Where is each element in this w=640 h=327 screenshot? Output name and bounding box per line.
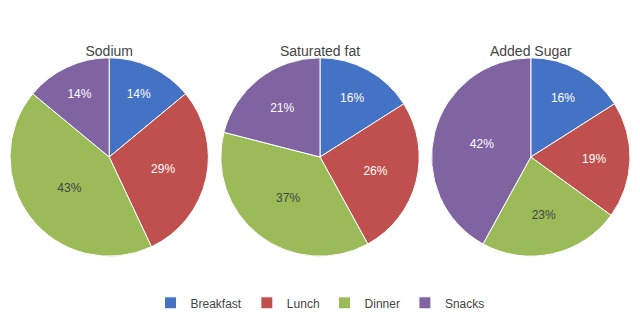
svg-text:19%: 19% <box>582 152 606 166</box>
svg-text:21%: 21% <box>270 101 294 115</box>
svg-text:14%: 14% <box>127 87 151 101</box>
svg-text:Lunch: Lunch <box>287 297 320 311</box>
svg-text:Breakfast: Breakfast <box>191 297 242 311</box>
svg-text:16%: 16% <box>551 91 575 105</box>
svg-text:29%: 29% <box>151 162 175 176</box>
svg-text:Saturated fat: Saturated fat <box>280 43 360 59</box>
svg-text:Sodium: Sodium <box>85 43 132 59</box>
svg-text:Dinner: Dinner <box>365 297 400 311</box>
svg-text:16%: 16% <box>340 91 364 105</box>
svg-text:23%: 23% <box>532 208 556 222</box>
svg-text:Added Sugar: Added Sugar <box>490 43 572 59</box>
svg-text:26%: 26% <box>363 164 387 178</box>
svg-text:42%: 42% <box>470 137 494 151</box>
svg-text:14%: 14% <box>67 87 91 101</box>
svg-text:43%: 43% <box>57 181 81 195</box>
svg-text:37%: 37% <box>276 191 300 205</box>
svg-text:Snacks: Snacks <box>445 297 484 311</box>
